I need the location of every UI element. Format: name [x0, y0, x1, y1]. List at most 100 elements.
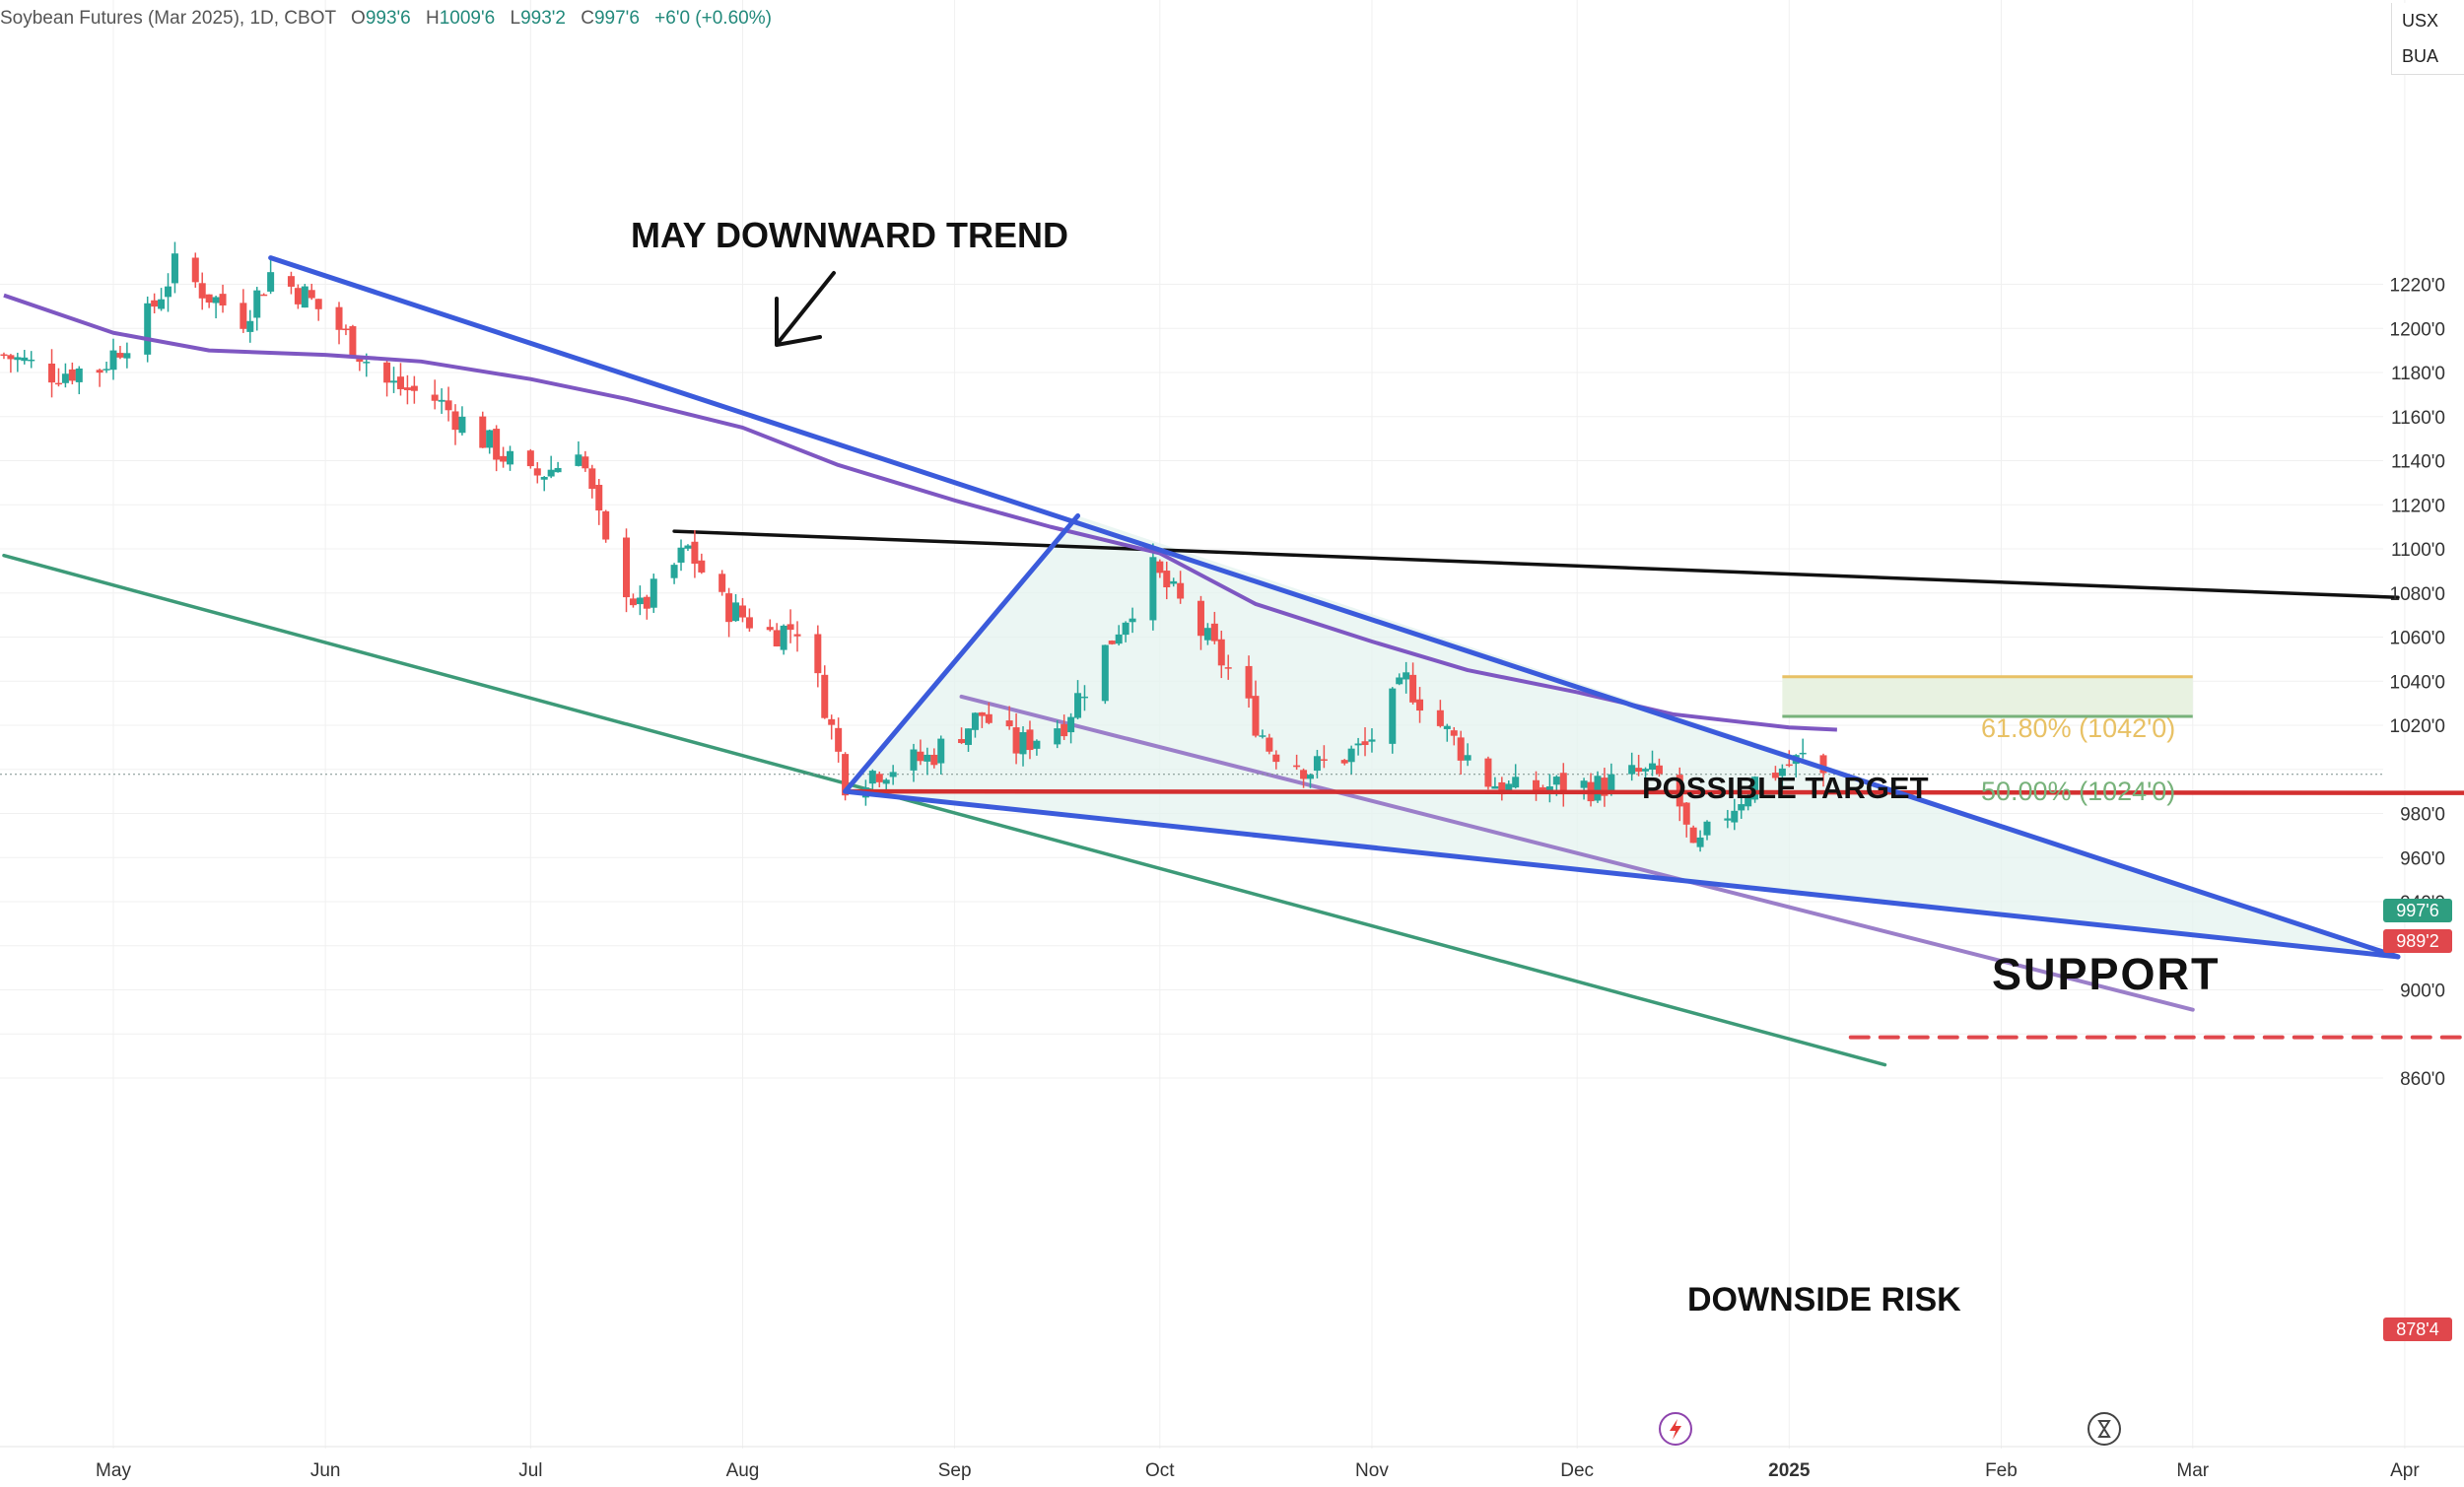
- candle-body: [670, 565, 678, 578]
- price-tick-label: 1220'0: [2390, 276, 2445, 297]
- candle-body: [1450, 730, 1458, 736]
- candle-body: [698, 560, 706, 573]
- unit-selector[interactable]: USX BUA: [2391, 3, 2464, 75]
- risk-annotation: DOWNSIDE RISK: [1687, 1281, 1961, 1318]
- symbol-title[interactable]: Soybean Futures (Mar 2025), 1D, CBOT: [0, 8, 336, 29]
- candle-body: [1696, 837, 1704, 847]
- candle-body: [787, 624, 794, 631]
- overlay-lines: [3, 255, 2464, 1040]
- candle-body: [1026, 729, 1034, 751]
- candle-body: [1033, 740, 1041, 749]
- candle-body: [1491, 785, 1499, 789]
- candle-body: [1484, 758, 1492, 787]
- price-tick-label: 1180'0: [2391, 364, 2445, 384]
- candle-body: [1580, 780, 1588, 788]
- candle-body: [725, 593, 733, 623]
- candle-body: [1799, 752, 1807, 755]
- candle-body: [253, 290, 261, 318]
- time-tick-label: Feb: [1985, 1460, 2018, 1481]
- down-arrow-icon: [775, 271, 836, 347]
- candle-body: [205, 294, 213, 303]
- candle-body: [643, 596, 650, 609]
- candle-body: [171, 253, 178, 284]
- candle-body: [629, 598, 637, 606]
- time-tick-label: Mar: [2176, 1460, 2209, 1481]
- candle-body: [1628, 765, 1636, 775]
- target-annotation: POSSIBLE TARGET: [1642, 771, 1929, 805]
- symbol-legend[interactable]: Soybean Futures (Mar 2025), 1D, CBOT O99…: [0, 8, 772, 30]
- candle-body: [930, 754, 938, 766]
- candle-body: [738, 605, 746, 618]
- candle-body: [554, 467, 562, 473]
- time-tick-label: 2025: [1768, 1460, 1811, 1481]
- currency-unit[interactable]: USX: [2402, 11, 2439, 31]
- candle-body: [1396, 677, 1403, 685]
- candle-body: [1436, 710, 1444, 726]
- candle-body: [335, 306, 343, 330]
- candle-body: [868, 771, 876, 784]
- candle-body: [486, 430, 494, 448]
- candle-body: [1464, 755, 1472, 761]
- candle-body: [287, 276, 295, 287]
- candle-body: [1307, 775, 1314, 779]
- candle-body: [910, 749, 918, 771]
- candle-body: [1061, 723, 1068, 737]
- candle-body: [1149, 557, 1157, 621]
- trend-annotation: MAY DOWNWARD TREND: [631, 215, 1069, 255]
- candle-body: [540, 476, 548, 480]
- candle-body: [219, 294, 227, 306]
- time-tick-label: Oct: [1145, 1460, 1175, 1481]
- candle-body: [61, 373, 69, 383]
- time-axis[interactable]: May Jun Jul Aug Sep Oct Nov Dec 2025 Feb Mar Apr: [0, 1446, 2464, 1481]
- candle-body: [677, 547, 685, 563]
- candle-body: [1156, 561, 1164, 574]
- target-zone: [1782, 676, 2193, 717]
- candle-body: [732, 602, 740, 622]
- price-tick-label: 1200'0: [2390, 319, 2445, 340]
- candle-body: [1778, 768, 1786, 777]
- candle-body: [1115, 634, 1123, 644]
- price-axis[interactable]: 860'0900'0920'0940'0960'0980'01020'01040…: [2390, 276, 2445, 1091]
- candle-body: [1005, 720, 1013, 727]
- candle-body: [1300, 770, 1308, 779]
- candle-body: [14, 357, 22, 361]
- current-price-tag: 997'6: [2383, 899, 2452, 922]
- quantity-unit[interactable]: BUA: [2402, 46, 2439, 66]
- open-label: O: [351, 8, 366, 29]
- candle-body: [1245, 665, 1253, 699]
- fib-target-box: [1782, 675, 2193, 718]
- candle-body: [301, 286, 308, 308]
- candle-body: [363, 362, 371, 364]
- price-tick-label: 860'0: [2400, 1069, 2445, 1090]
- candle-body: [0, 354, 8, 357]
- hourglass-event-icon[interactable]: [2088, 1412, 2121, 1446]
- candle-body: [533, 468, 541, 476]
- candle-body: [1738, 804, 1745, 811]
- candle-body: [814, 634, 822, 674]
- candle-body: [1642, 769, 1650, 772]
- candle-body: [636, 597, 644, 605]
- candle-body: [158, 299, 166, 309]
- candle-body: [1608, 774, 1615, 794]
- price-tick-label: 1120'0: [2391, 496, 2445, 516]
- support-price-tag: 989'2: [2383, 929, 2452, 953]
- lightning-event-icon[interactable]: [1659, 1412, 1692, 1446]
- candle-body: [1210, 623, 1218, 642]
- candle-body: [28, 359, 35, 362]
- green-channel-line: [2, 553, 1887, 1067]
- candle-body: [1067, 716, 1075, 733]
- candle-body: [240, 303, 247, 329]
- time-tick-label: Jul: [518, 1460, 542, 1481]
- time-tick-label: Apr: [2390, 1460, 2420, 1481]
- candle-body: [314, 299, 322, 309]
- wedge-left-line: [843, 512, 1081, 794]
- candle-body: [924, 754, 931, 762]
- candle-body: [96, 370, 103, 373]
- candle-body: [198, 283, 206, 299]
- price-tick-label: 1080'0: [2390, 584, 2445, 605]
- candle-body: [431, 394, 439, 401]
- candle-body: [191, 257, 199, 283]
- candle-body: [1594, 776, 1602, 801]
- price-tick-label: 1040'0: [2390, 672, 2445, 693]
